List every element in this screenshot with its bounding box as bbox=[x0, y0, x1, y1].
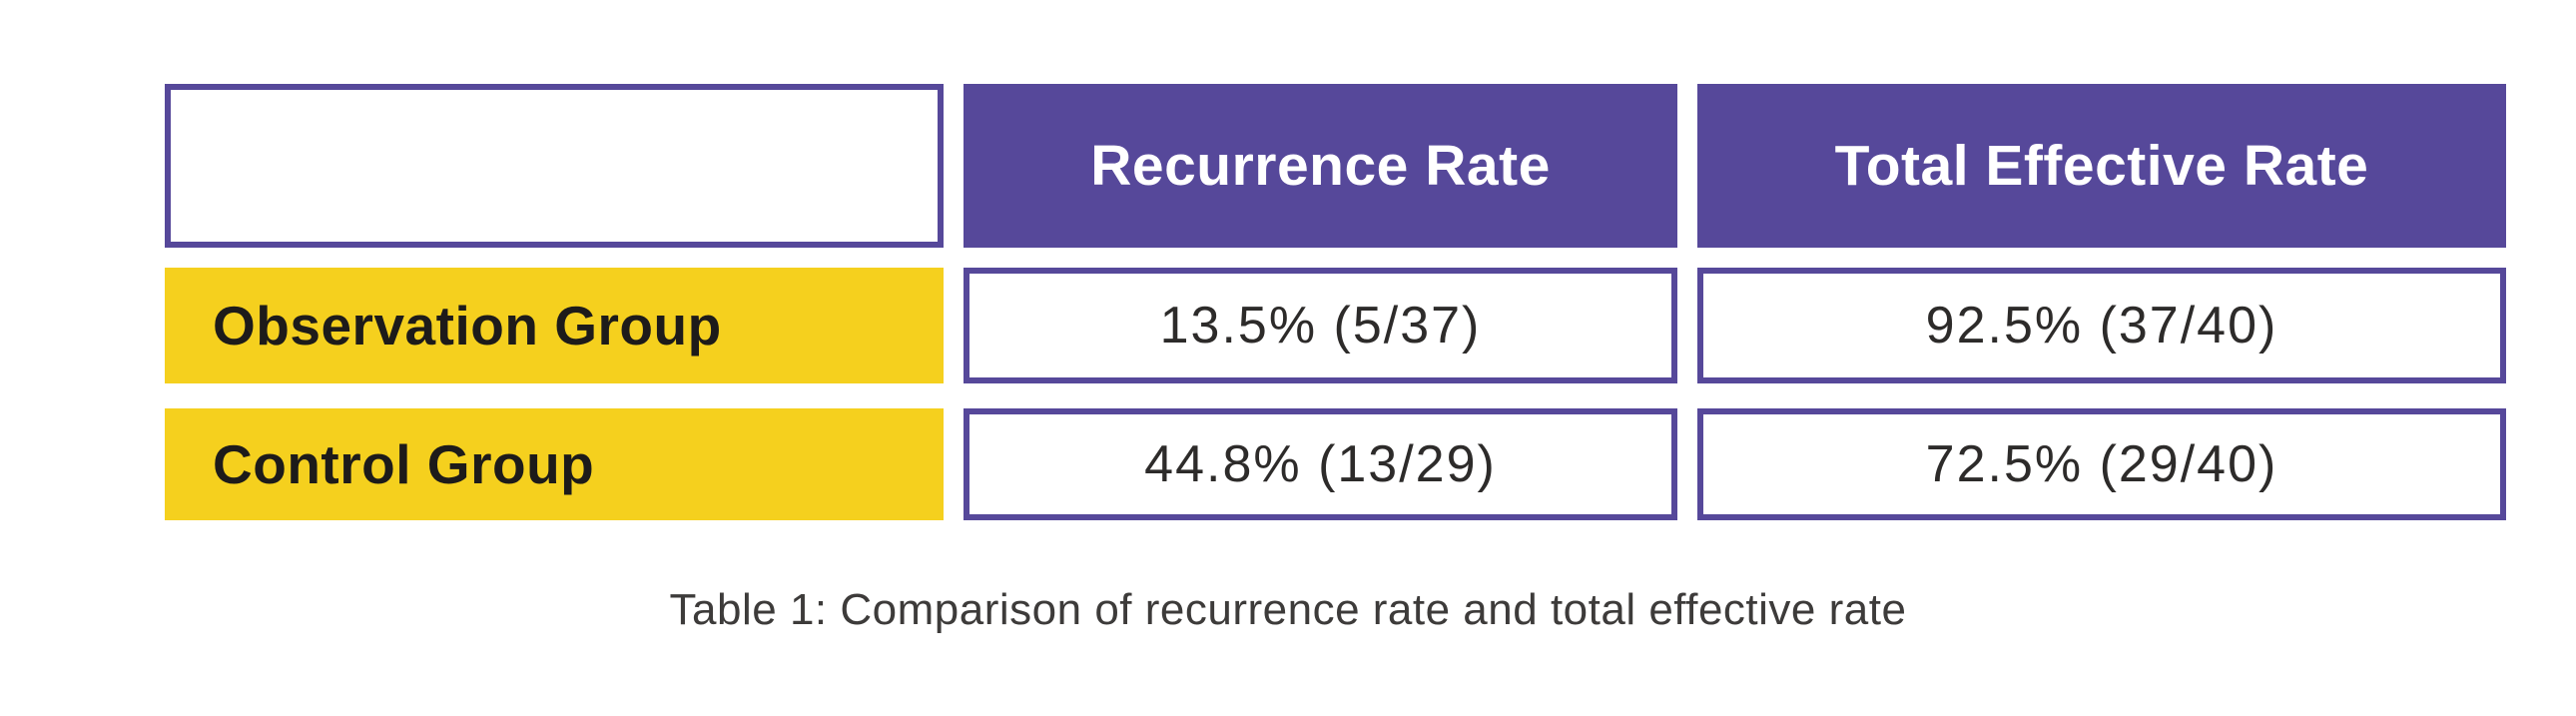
table-row: Observation Group 13.5% (5/37) 92.5% (37… bbox=[165, 268, 2506, 383]
cell-observation-total-effective-rate: 92.5% (37/40) bbox=[1697, 268, 2506, 383]
table-caption: Table 1: Comparison of recurrence rate a… bbox=[669, 585, 1907, 634]
cell-observation-recurrence-rate: 13.5% (5/37) bbox=[964, 268, 1677, 383]
column-header-total-effective-rate: Total Effective Rate bbox=[1697, 84, 2506, 248]
cell-control-recurrence-rate: 44.8% (13/29) bbox=[964, 408, 1677, 520]
row-label-control-group: Control Group bbox=[165, 408, 944, 520]
comparison-table: Recurrence Rate Total Effective Rate Obs… bbox=[165, 84, 2506, 520]
table-header-row: Recurrence Rate Total Effective Rate bbox=[165, 84, 2506, 248]
corner-cell bbox=[165, 84, 944, 248]
column-header-recurrence-rate: Recurrence Rate bbox=[964, 84, 1677, 248]
row-label-observation-group: Observation Group bbox=[165, 268, 944, 383]
table-row: Control Group 44.8% (13/29) 72.5% (29/40… bbox=[165, 408, 2506, 520]
cell-control-total-effective-rate: 72.5% (29/40) bbox=[1697, 408, 2506, 520]
